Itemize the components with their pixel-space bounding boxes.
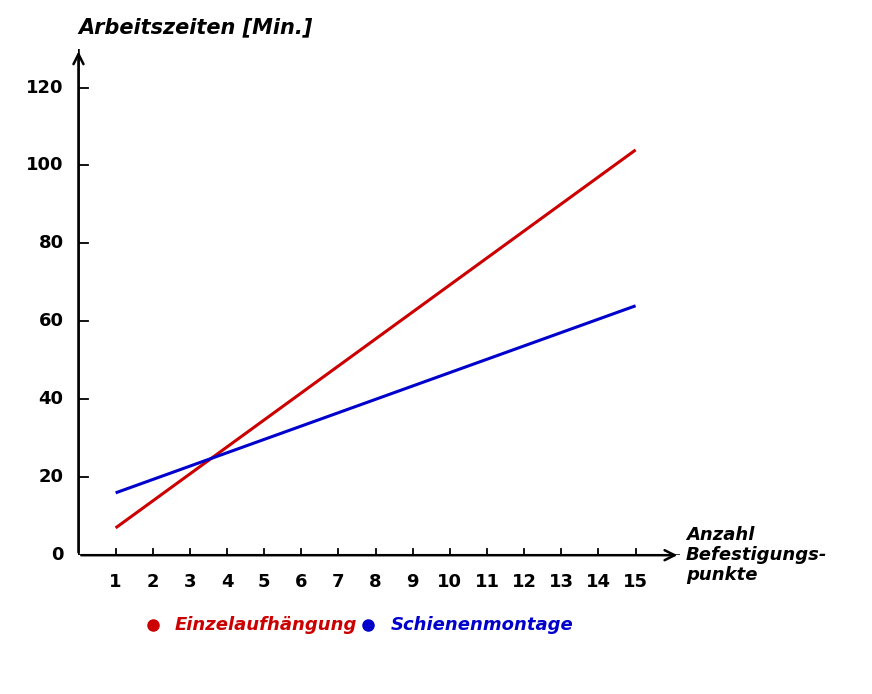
Text: 2: 2 [146, 573, 159, 591]
Text: 15: 15 [623, 573, 648, 591]
Text: 10: 10 [438, 573, 462, 591]
Text: Einzelaufhängung: Einzelaufhängung [175, 616, 358, 634]
Text: 6: 6 [295, 573, 308, 591]
Text: 8: 8 [370, 573, 382, 591]
Text: Arbeitszeiten [Min.]: Arbeitszeiten [Min.] [78, 17, 313, 37]
Text: Schienenmontage: Schienenmontage [391, 616, 573, 634]
Text: 13: 13 [548, 573, 574, 591]
Text: 11: 11 [474, 573, 500, 591]
Text: 9: 9 [406, 573, 419, 591]
Text: 120: 120 [26, 78, 64, 96]
Text: 80: 80 [38, 235, 64, 253]
Text: 7: 7 [332, 573, 344, 591]
Text: 60: 60 [38, 312, 64, 330]
Text: 4: 4 [221, 573, 234, 591]
Text: 3: 3 [184, 573, 196, 591]
Text: 100: 100 [26, 156, 64, 174]
Text: 12: 12 [512, 573, 536, 591]
Text: 0: 0 [51, 546, 64, 564]
Text: 1: 1 [109, 573, 122, 591]
Text: 40: 40 [38, 390, 64, 408]
Text: Anzahl
Befestigungs-
punkte: Anzahl Befestigungs- punkte [685, 526, 828, 584]
Text: 20: 20 [38, 468, 64, 486]
Text: 14: 14 [586, 573, 611, 591]
Text: 5: 5 [258, 573, 270, 591]
